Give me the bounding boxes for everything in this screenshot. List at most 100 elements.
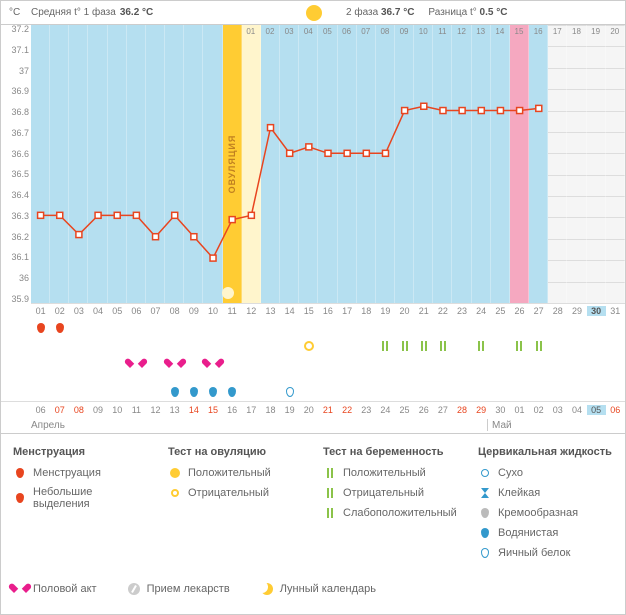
cycle-day[interactable]: 10: [203, 306, 222, 316]
cycle-day[interactable]: 23: [452, 306, 471, 316]
calendar-date[interactable]: 02: [529, 405, 548, 415]
cycle-day[interactable]: 08: [165, 306, 184, 316]
day-column[interactable]: 19: [587, 25, 606, 303]
calendar-date[interactable]: 16: [223, 405, 242, 415]
cycle-day[interactable]: 27: [529, 306, 548, 316]
cycle-day[interactable]: 03: [69, 306, 88, 316]
calendar-date[interactable]: 01: [510, 405, 529, 415]
day-column[interactable]: [108, 25, 127, 303]
calendar-date[interactable]: 12: [146, 405, 165, 415]
day-column[interactable]: [165, 25, 184, 303]
day-column[interactable]: ОВУЛЯЦИЯ: [223, 25, 242, 303]
calendar-date[interactable]: 22: [338, 405, 357, 415]
cycle-day[interactable]: 28: [548, 306, 567, 316]
cycle-day[interactable]: 04: [88, 306, 107, 316]
calendar-date[interactable]: 14: [184, 405, 203, 415]
day-column[interactable]: [88, 25, 107, 303]
cycle-day[interactable]: 21: [414, 306, 433, 316]
calendar-date[interactable]: 09: [88, 405, 107, 415]
day-column[interactable]: [203, 25, 222, 303]
cycle-day[interactable]: 22: [433, 306, 452, 316]
calendar-date[interactable]: 30: [491, 405, 510, 415]
calendar-date[interactable]: 07: [50, 405, 69, 415]
calendar-date[interactable]: 19: [280, 405, 299, 415]
calendar-date[interactable]: 18: [261, 405, 280, 415]
cycle-day-row: 0102030405060708091011121314151617181920…: [1, 303, 625, 319]
day-column[interactable]: 18: [567, 25, 586, 303]
calendar-date[interactable]: 25: [395, 405, 414, 415]
phase1-value: 36.2 °C: [120, 7, 153, 18]
day-column[interactable]: 14: [491, 25, 510, 303]
day-column[interactable]: [146, 25, 165, 303]
day-column[interactable]: 15: [510, 25, 529, 303]
day-column[interactable]: [69, 25, 88, 303]
day-column[interactable]: 09: [395, 25, 414, 303]
day-column[interactable]: [184, 25, 203, 303]
cycle-day[interactable]: 14: [280, 306, 299, 316]
calendar-date[interactable]: 28: [452, 405, 471, 415]
day-column[interactable]: 06: [338, 25, 357, 303]
day-column[interactable]: 20: [606, 25, 625, 303]
cycle-day[interactable]: 26: [510, 306, 529, 316]
header-bar: °C Средняя t° 1 фаза 36.2 °C 2 фаза 36.7…: [1, 1, 625, 25]
cycle-day[interactable]: 05: [108, 306, 127, 316]
day-column[interactable]: [50, 25, 69, 303]
cycle-day[interactable]: 09: [184, 306, 203, 316]
calendar-date[interactable]: 08: [69, 405, 88, 415]
day-column[interactable]: 03: [280, 25, 299, 303]
cycle-day[interactable]: 01: [31, 306, 50, 316]
calendar-date[interactable]: 24: [376, 405, 395, 415]
cycle-day[interactable]: 30: [587, 306, 606, 316]
calendar-date[interactable]: 21: [318, 405, 337, 415]
calendar-date[interactable]: 27: [433, 405, 452, 415]
cycle-day[interactable]: 20: [395, 306, 414, 316]
calendar-date[interactable]: 17: [242, 405, 261, 415]
cycle-day[interactable]: 18: [357, 306, 376, 316]
day-column[interactable]: 02: [261, 25, 280, 303]
calendar-date[interactable]: 11: [127, 405, 146, 415]
day-column[interactable]: [127, 25, 146, 303]
day-column[interactable]: 13: [472, 25, 491, 303]
day-column[interactable]: [31, 25, 50, 303]
day-column[interactable]: 12: [452, 25, 471, 303]
day-column[interactable]: 04: [299, 25, 318, 303]
calendar-date[interactable]: 23: [357, 405, 376, 415]
cycle-day[interactable]: 24: [472, 306, 491, 316]
day-column[interactable]: 10: [414, 25, 433, 303]
cycle-day[interactable]: 29: [567, 306, 586, 316]
calendar-date[interactable]: 04: [567, 405, 586, 415]
day-column[interactable]: 05: [318, 25, 337, 303]
calendar-date[interactable]: 06: [606, 405, 625, 415]
calendar-date[interactable]: 13: [165, 405, 184, 415]
cycle-day[interactable]: 19: [376, 306, 395, 316]
cervical-drop-icon: [228, 387, 236, 397]
day-column[interactable]: 11: [433, 25, 452, 303]
calendar-date[interactable]: 20: [299, 405, 318, 415]
ring-fill-icon: [168, 466, 182, 480]
cycle-day[interactable]: 02: [50, 306, 69, 316]
calendar-date[interactable]: 15: [203, 405, 222, 415]
cycle-day[interactable]: 15: [299, 306, 318, 316]
day-column[interactable]: 16: [529, 25, 548, 303]
day-column[interactable]: 01: [242, 25, 261, 303]
calendar-date[interactable]: 05: [587, 405, 606, 415]
calendar-date[interactable]: 10: [108, 405, 127, 415]
calendar-date[interactable]: 29: [472, 405, 491, 415]
cycle-day[interactable]: 07: [146, 306, 165, 316]
cycle-day[interactable]: 13: [261, 306, 280, 316]
cycle-day[interactable]: 17: [338, 306, 357, 316]
calendar-date[interactable]: 03: [548, 405, 567, 415]
cycle-day[interactable]: 25: [491, 306, 510, 316]
cycle-day[interactable]: 31: [606, 306, 625, 316]
cycle-day[interactable]: 16: [318, 306, 337, 316]
diff-value: 0.5 °C: [480, 7, 508, 18]
day-column[interactable]: 08: [376, 25, 395, 303]
cycle-day[interactable]: 11: [223, 306, 242, 316]
calendar-date[interactable]: 26: [414, 405, 433, 415]
cycle-day[interactable]: 12: [242, 306, 261, 316]
calendar-date[interactable]: 06: [31, 405, 50, 415]
day-column[interactable]: 17: [548, 25, 567, 303]
cervical-drop-icon: [190, 387, 198, 397]
day-column[interactable]: 07: [357, 25, 376, 303]
cycle-day[interactable]: 06: [127, 306, 146, 316]
